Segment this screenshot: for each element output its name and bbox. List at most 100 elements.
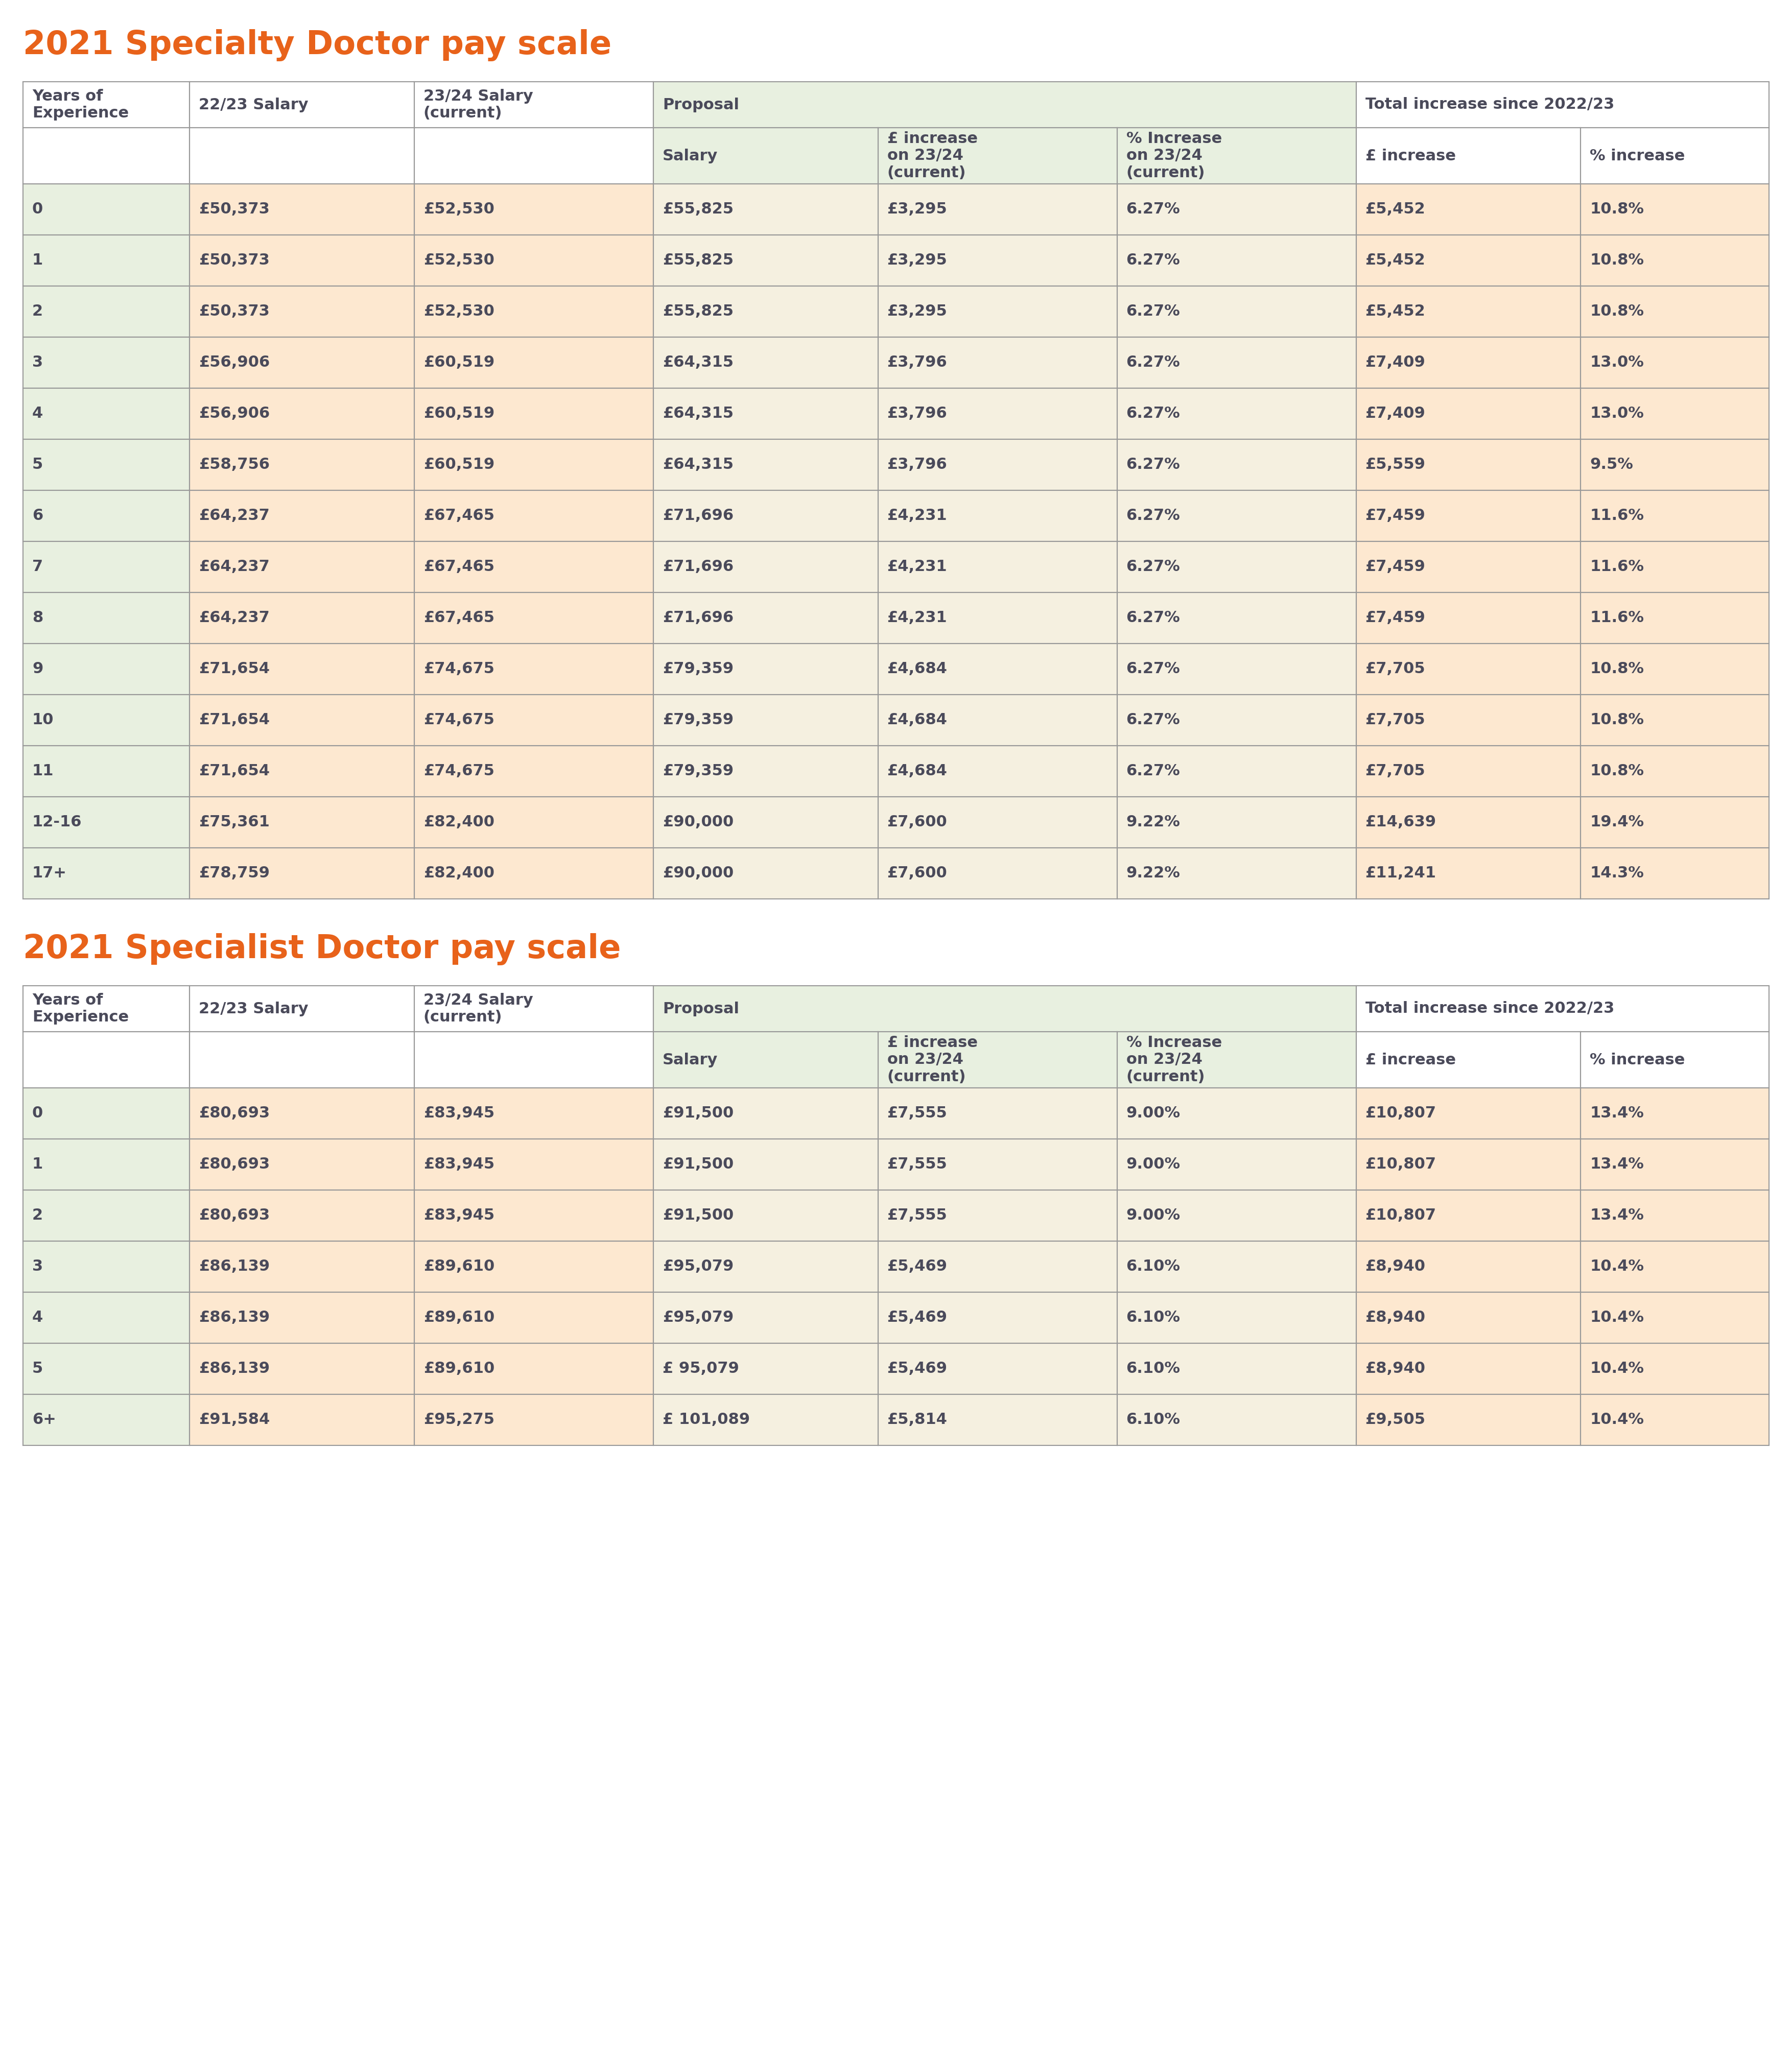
- Bar: [1357, 1032, 1581, 1088]
- Bar: [1357, 1343, 1581, 1395]
- Bar: [414, 1032, 654, 1088]
- Bar: [1357, 389, 1581, 439]
- Text: 11: 11: [32, 763, 54, 778]
- Text: £7,459: £7,459: [1366, 610, 1425, 625]
- Text: £52,530: £52,530: [423, 203, 495, 217]
- Text: £90,000: £90,000: [663, 867, 733, 881]
- Bar: [1116, 1088, 1357, 1138]
- Bar: [414, 490, 654, 542]
- Bar: [1581, 1190, 1769, 1241]
- Text: £64,315: £64,315: [663, 356, 733, 370]
- Bar: [1581, 848, 1769, 898]
- Text: £91,500: £91,500: [663, 1208, 733, 1223]
- Bar: [1581, 1241, 1769, 1293]
- Text: 6.27%: 6.27%: [1125, 457, 1181, 472]
- Text: % increase: % increase: [1590, 1053, 1684, 1068]
- Text: Proposal: Proposal: [663, 97, 738, 112]
- Bar: [1116, 1343, 1357, 1395]
- Bar: [1357, 643, 1581, 695]
- Bar: [1357, 1241, 1581, 1293]
- Bar: [878, 1138, 1116, 1190]
- Text: £50,373: £50,373: [199, 252, 269, 267]
- Bar: [1581, 1032, 1769, 1088]
- Bar: [190, 286, 414, 337]
- Text: Proposal: Proposal: [663, 1001, 738, 1016]
- Text: £5,814: £5,814: [887, 1413, 948, 1428]
- Bar: [654, 1088, 878, 1138]
- Text: 11.6%: 11.6%: [1590, 610, 1643, 625]
- Bar: [1116, 389, 1357, 439]
- Bar: [654, 337, 878, 389]
- Text: £80,693: £80,693: [199, 1208, 271, 1223]
- Bar: [1357, 592, 1581, 643]
- Bar: [23, 745, 190, 797]
- Text: 6: 6: [32, 509, 43, 523]
- Bar: [414, 389, 654, 439]
- Text: £7,409: £7,409: [1366, 356, 1425, 370]
- Bar: [190, 643, 414, 695]
- Bar: [1581, 1343, 1769, 1395]
- Bar: [1357, 286, 1581, 337]
- Bar: [190, 542, 414, 592]
- Text: £ increase
on 23/24
(current): £ increase on 23/24 (current): [887, 1034, 977, 1084]
- Bar: [414, 1190, 654, 1241]
- Text: 13.4%: 13.4%: [1590, 1107, 1643, 1121]
- Bar: [878, 439, 1116, 490]
- Text: 19.4%: 19.4%: [1590, 815, 1643, 830]
- Bar: [414, 128, 654, 184]
- Bar: [414, 1241, 654, 1293]
- Text: £56,906: £56,906: [199, 356, 271, 370]
- Bar: [1357, 985, 1769, 1032]
- Bar: [23, 337, 190, 389]
- Text: £10,807: £10,807: [1366, 1107, 1435, 1121]
- Text: £67,465: £67,465: [423, 610, 495, 625]
- Bar: [1357, 1395, 1581, 1446]
- Bar: [654, 1241, 878, 1293]
- Text: £91,584: £91,584: [199, 1413, 271, 1428]
- Bar: [23, 1032, 190, 1088]
- Bar: [414, 1138, 654, 1190]
- Bar: [23, 389, 190, 439]
- Bar: [1581, 439, 1769, 490]
- Bar: [414, 337, 654, 389]
- Bar: [654, 695, 878, 745]
- Bar: [1116, 848, 1357, 898]
- Bar: [878, 1032, 1116, 1088]
- Bar: [878, 745, 1116, 797]
- Bar: [190, 236, 414, 286]
- Bar: [1116, 236, 1357, 286]
- Text: £7,705: £7,705: [1366, 662, 1425, 677]
- Text: 2: 2: [32, 304, 43, 319]
- Bar: [1581, 745, 1769, 797]
- Text: 13.0%: 13.0%: [1590, 356, 1643, 370]
- Bar: [414, 1343, 654, 1395]
- Text: £60,519: £60,519: [423, 356, 495, 370]
- Text: 9.00%: 9.00%: [1125, 1208, 1181, 1223]
- Text: £8,940: £8,940: [1366, 1361, 1425, 1376]
- Text: £ increase: £ increase: [1366, 1053, 1455, 1068]
- Bar: [23, 985, 190, 1032]
- Text: 6.27%: 6.27%: [1125, 509, 1181, 523]
- Text: £55,825: £55,825: [663, 304, 733, 319]
- Text: £3,796: £3,796: [887, 356, 948, 370]
- Bar: [1116, 286, 1357, 337]
- Bar: [654, 1032, 878, 1088]
- Bar: [23, 286, 190, 337]
- Text: £71,696: £71,696: [663, 509, 733, 523]
- Bar: [414, 286, 654, 337]
- Text: 10: 10: [32, 712, 54, 728]
- Text: 1: 1: [32, 1157, 43, 1171]
- Bar: [1581, 1395, 1769, 1446]
- Text: £7,555: £7,555: [887, 1208, 948, 1223]
- Text: 12-16: 12-16: [32, 815, 82, 830]
- Bar: [1116, 1293, 1357, 1343]
- Text: £71,654: £71,654: [199, 662, 271, 677]
- Bar: [1116, 542, 1357, 592]
- Text: £86,139: £86,139: [199, 1310, 271, 1324]
- Text: £83,945: £83,945: [423, 1208, 495, 1223]
- Text: 11.6%: 11.6%: [1590, 559, 1643, 575]
- Text: £67,465: £67,465: [423, 509, 495, 523]
- Text: £80,693: £80,693: [199, 1157, 271, 1171]
- Bar: [414, 592, 654, 643]
- Bar: [414, 184, 654, 236]
